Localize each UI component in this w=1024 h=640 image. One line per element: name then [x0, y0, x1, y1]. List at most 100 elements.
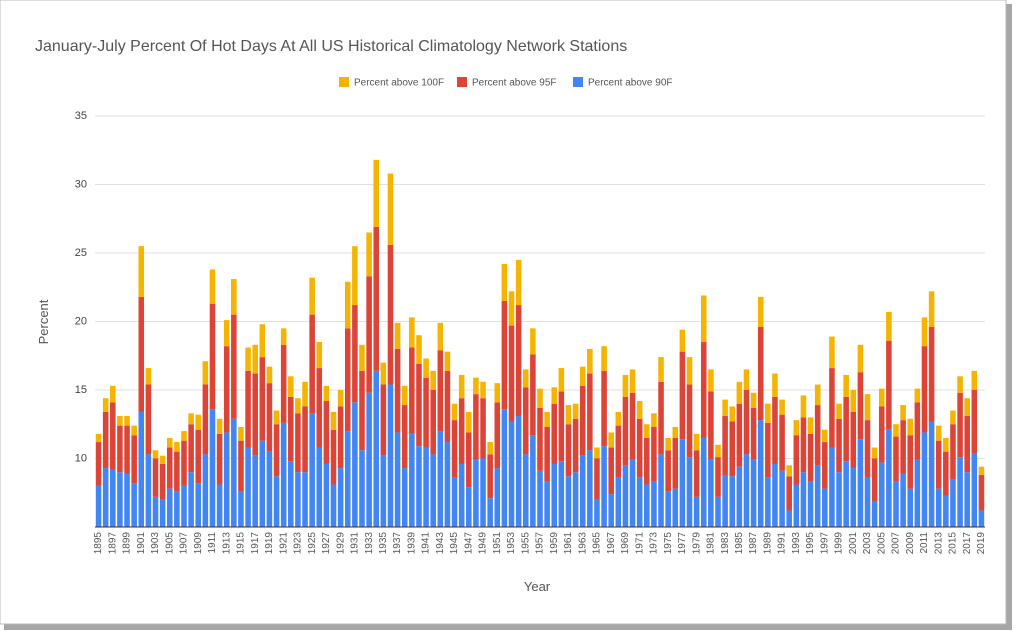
bar-segment	[309, 413, 315, 527]
bar-segment	[629, 392, 636, 460]
bar-segment	[466, 487, 472, 527]
bar-segment	[373, 370, 380, 527]
bar-segment	[779, 399, 785, 415]
x-tick-label: 2007	[891, 532, 902, 555]
bar-segment	[295, 413, 301, 473]
bar-segment	[458, 463, 465, 527]
bar-segment	[494, 402, 501, 469]
x-tick-label: 1999	[834, 532, 845, 555]
bar-segment	[288, 376, 294, 397]
bar-segment	[501, 263, 508, 301]
x-tick-label: 1919	[264, 532, 275, 555]
bar-segment	[558, 391, 565, 462]
bar-segment	[700, 437, 707, 527]
bar-segment	[672, 426, 679, 438]
chart-title: January-July Percent Of Hot Days At All …	[35, 38, 627, 55]
bar-segment	[772, 396, 778, 464]
bar-segment	[779, 414, 785, 471]
bar-segment	[950, 424, 956, 480]
x-tick-label: 1905	[164, 532, 175, 555]
bar-segment	[878, 388, 885, 407]
x-tick-label: 1997	[819, 532, 830, 555]
bar-segment	[323, 400, 330, 464]
bar-segment	[857, 372, 864, 440]
bar-segment	[807, 481, 814, 527]
bar-segment	[394, 432, 401, 527]
bar-segment	[693, 450, 700, 497]
bar-segment	[686, 384, 693, 458]
legend-swatch	[457, 77, 467, 87]
bar-segment	[814, 465, 821, 527]
y-tick-label: 35	[75, 110, 87, 122]
x-tick-label: 1907	[179, 532, 190, 555]
bar-segment	[444, 351, 451, 371]
x-tick-label: 1945	[449, 532, 460, 555]
bar-segment	[202, 454, 209, 527]
bar-segment	[800, 417, 807, 473]
bar-segment	[857, 439, 864, 527]
bar-segment	[487, 498, 493, 527]
bar-segment	[651, 413, 657, 427]
bar-segment	[950, 479, 956, 527]
bar-segment	[935, 488, 942, 527]
bar-segment	[444, 370, 451, 443]
bar-segment	[829, 368, 835, 448]
bar-segment	[579, 366, 586, 386]
bar-segment	[302, 472, 308, 527]
x-tick-label: 1915	[236, 532, 247, 555]
x-tick-label: 2011	[919, 532, 930, 554]
bar-segment	[708, 459, 714, 527]
bar-segment	[978, 474, 985, 511]
bar-segment	[807, 417, 814, 434]
bar-segment	[337, 390, 344, 407]
bar-segment	[765, 403, 771, 423]
bar-segment	[259, 324, 266, 358]
bar-segment	[544, 411, 550, 427]
bar-segment	[530, 354, 536, 436]
bar-segment	[658, 357, 664, 382]
bar-segment	[117, 472, 123, 527]
bar-segment	[636, 400, 643, 419]
bar-segment	[530, 328, 536, 355]
bar-segment	[700, 295, 707, 343]
bar-segment	[366, 232, 372, 277]
bar-segment	[437, 322, 444, 351]
bar-segment	[508, 291, 515, 326]
x-tick-label: 1941	[421, 532, 432, 555]
bar-segment	[850, 468, 857, 527]
bar-segment	[409, 347, 415, 434]
x-tick-label: 1929	[335, 532, 346, 555]
bar-segment	[693, 496, 700, 527]
bar-segment	[373, 226, 380, 371]
x-tick-label: 1957	[535, 532, 546, 555]
bar-segment	[651, 481, 657, 527]
bar-segment	[95, 485, 102, 527]
bar-segment	[601, 370, 607, 447]
x-axis-label: Year	[524, 579, 551, 594]
bar-segment	[779, 470, 785, 527]
bar-segment	[786, 465, 792, 477]
bar-segment	[494, 468, 501, 527]
bar-segment	[914, 402, 921, 460]
bar-segment	[280, 328, 287, 345]
bar-segment	[928, 421, 935, 527]
bar-segment	[323, 385, 330, 401]
bar-segment	[166, 437, 173, 448]
bar-segment	[501, 409, 508, 527]
bar-segment	[686, 357, 693, 385]
bar-segment	[622, 374, 629, 397]
bar-segment	[401, 468, 408, 527]
bar-segment	[601, 446, 607, 527]
bar-segment	[544, 426, 550, 482]
bar-segment	[330, 484, 337, 527]
bar-segment	[110, 385, 116, 403]
bar-segment	[636, 418, 643, 478]
x-tick-label: 1899	[122, 532, 133, 555]
bar-segment	[907, 418, 914, 436]
bar-segment	[537, 388, 543, 408]
x-tick-label: 1901	[136, 532, 147, 555]
bar-segment	[466, 411, 472, 433]
bar-segment	[836, 403, 842, 419]
bar-segment	[245, 347, 251, 371]
bar-segment	[501, 300, 508, 410]
